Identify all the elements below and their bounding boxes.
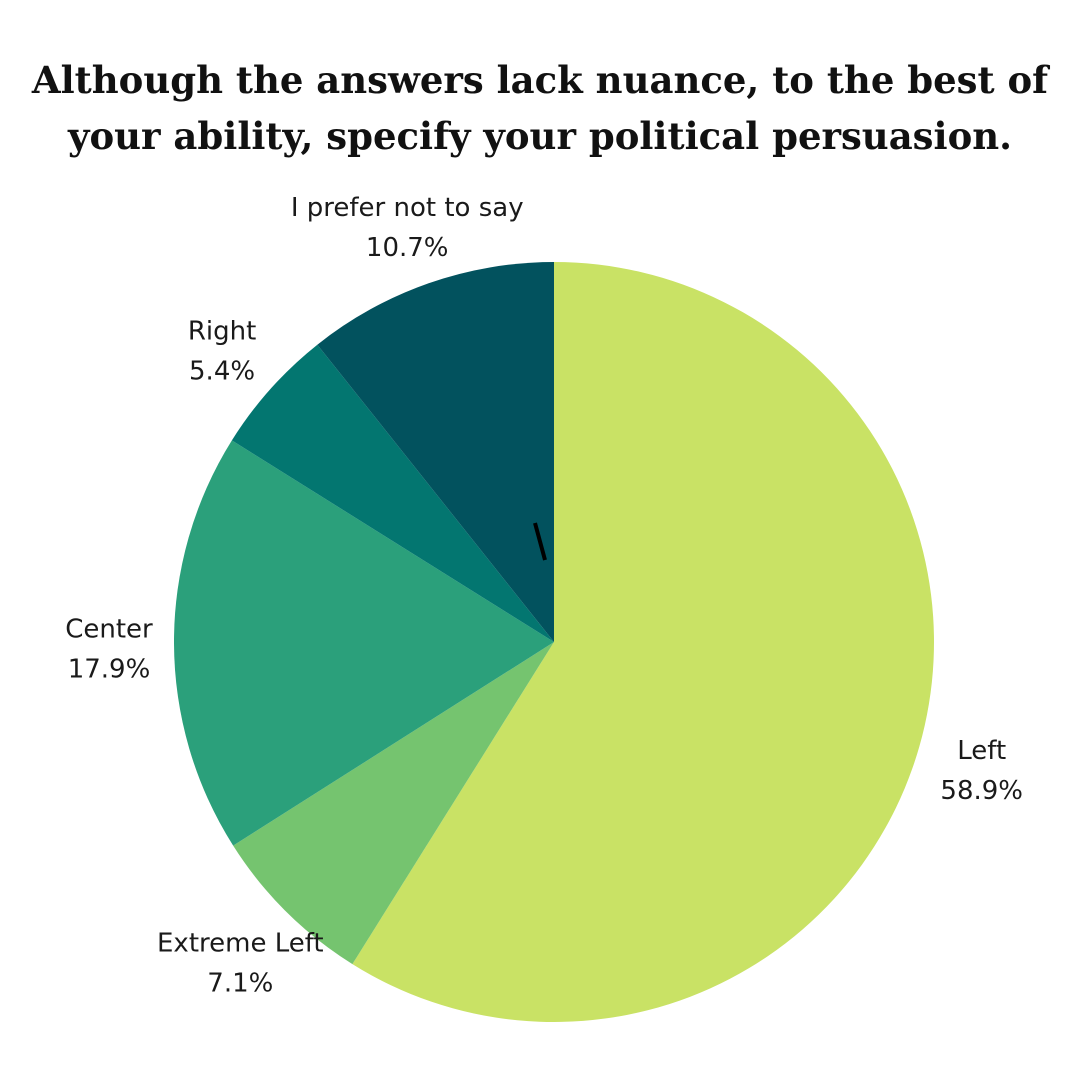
pie-slice-center bbox=[174, 440, 555, 846]
slice-value-label: 5.4% bbox=[189, 357, 255, 387]
slice-label: I prefer not to say bbox=[291, 193, 524, 223]
slice-label: Left bbox=[957, 736, 1006, 766]
pie-slice-extreme-left bbox=[233, 642, 554, 965]
pie-slices bbox=[174, 262, 934, 1022]
slice-label: Right bbox=[188, 317, 256, 347]
chart-title: Although the answers lack nuance, to the… bbox=[31, 58, 1049, 158]
slice-value-label: 58.9% bbox=[940, 776, 1023, 806]
pie-labels: Left 58.9% Extreme Left 7.1% Center 17.9% Righ… bbox=[65, 193, 1023, 999]
slice-value-label: 10.7% bbox=[366, 233, 449, 263]
stray-mark bbox=[533, 522, 547, 561]
slice-label: Extreme Left bbox=[157, 929, 324, 959]
slice-value-label: 17.9% bbox=[68, 654, 151, 684]
pie-slice-left bbox=[352, 262, 934, 1022]
slice-value-label: 7.1% bbox=[207, 969, 273, 999]
slice-label: Center bbox=[65, 614, 153, 644]
pie-slice-i-prefer-not-to-say bbox=[317, 262, 554, 642]
pie-slice-right bbox=[231, 344, 554, 642]
